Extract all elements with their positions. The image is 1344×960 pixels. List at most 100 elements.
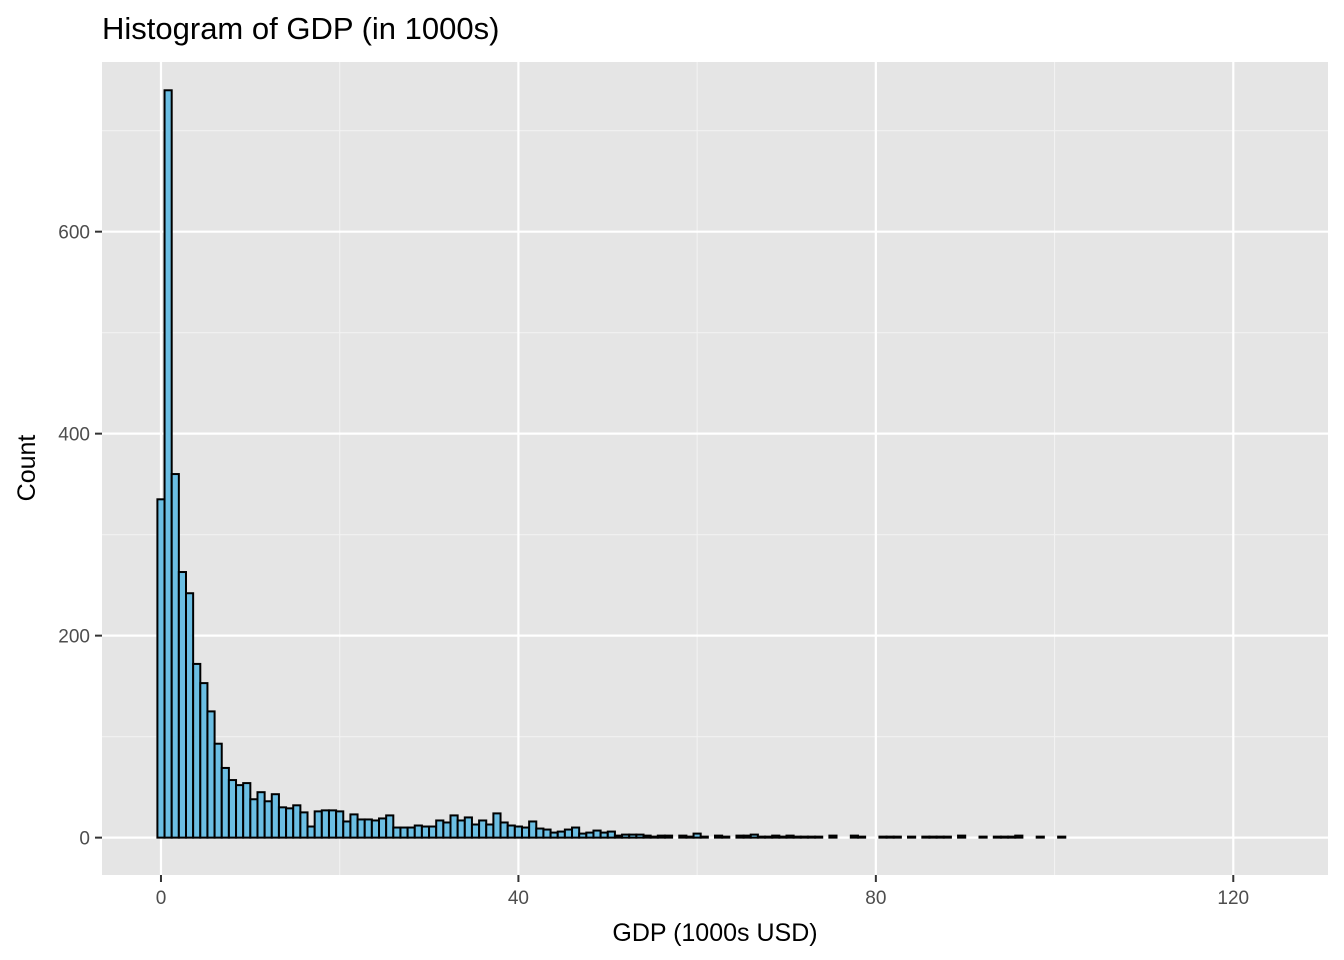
y-tick-label: 400 [58, 425, 90, 446]
histogram-bar [828, 834, 838, 839]
histogram-bar [613, 834, 624, 839]
histogram-bar [628, 833, 638, 839]
histogram-bar [256, 791, 266, 839]
histogram-bar [506, 824, 516, 839]
histogram-bar [435, 819, 445, 839]
x-tick-label: 40 [508, 888, 529, 909]
histogram-bar [528, 820, 538, 839]
histogram-bar [656, 834, 666, 839]
histogram-bar [556, 830, 566, 839]
histogram-bar [170, 473, 180, 839]
histogram-bar [199, 682, 209, 839]
x-axis-label: GDP (1000s USD) [612, 919, 817, 947]
histogram-bar [499, 821, 509, 839]
x-tick-label: 80 [865, 888, 886, 909]
histogram-bar [327, 809, 338, 839]
y-tick-label: 200 [58, 627, 90, 648]
histogram-bar [806, 835, 817, 839]
histogram-bar [799, 835, 809, 839]
histogram-bar [599, 831, 609, 839]
histogram-bar [585, 831, 595, 839]
histogram-bar [392, 826, 402, 839]
histogram-bar [992, 835, 1002, 839]
histogram-bar [478, 819, 488, 839]
histogram-bar [571, 826, 581, 839]
histogram-bar [213, 742, 223, 839]
histogram-bar [535, 827, 545, 839]
histogram-bar [635, 833, 645, 839]
histogram-bar [856, 835, 867, 839]
histogram-bar [370, 819, 381, 839]
histogram-bar [792, 835, 802, 839]
histogram-bar [578, 832, 588, 839]
histogram-bar [549, 831, 559, 839]
histogram-bar [999, 835, 1010, 839]
histogram-bar [520, 826, 531, 839]
histogram-bar [592, 829, 602, 839]
histogram-bar [663, 834, 674, 839]
axes: 0 40 80 120 0 200 400 600 [58, 223, 1249, 909]
histogram-bar [749, 833, 759, 839]
histogram-bar [563, 828, 574, 839]
histogram-bar [177, 571, 187, 839]
histogram-bar [742, 834, 752, 839]
histogram-bar [685, 835, 695, 839]
histogram-bar [885, 835, 895, 839]
histogram-bar [542, 828, 552, 839]
histogram-bar [907, 835, 917, 839]
histogram-bar [606, 830, 616, 839]
histogram-bar [1014, 834, 1024, 839]
histogram-bar [513, 825, 523, 839]
histogram-bar [1007, 835, 1017, 839]
histogram-bar [892, 835, 902, 839]
histogram-bar [235, 784, 245, 839]
histogram-bar [420, 825, 431, 839]
histogram-bar [442, 821, 452, 839]
histogram-bar [356, 818, 366, 839]
histogram-bar [463, 816, 473, 839]
histogram-bar [313, 810, 323, 839]
histogram-bar [406, 826, 416, 839]
y-tick-label: 600 [58, 223, 90, 244]
histogram-bar [156, 498, 166, 839]
histogram-bar [277, 806, 288, 839]
histogram-bar [878, 835, 888, 839]
histogram-bar [692, 832, 702, 839]
histogram-bar [921, 835, 931, 839]
histogram-bar [978, 835, 988, 839]
histogram-bar [849, 834, 859, 839]
histogram-bar [363, 818, 373, 839]
histogram-bar [756, 835, 767, 839]
histogram-bar [342, 820, 352, 839]
histogram-bar [263, 800, 273, 839]
histogram-bar [714, 834, 724, 839]
histogram-bar [428, 825, 438, 839]
histogram-bar [192, 662, 202, 839]
y-tick-label: 0 [79, 829, 90, 850]
histogram-bar [764, 835, 774, 839]
histogram-bar [699, 835, 709, 839]
histogram-bar [785, 834, 795, 839]
histogram-bar [270, 793, 280, 839]
histogram-bar [935, 835, 945, 839]
histogram-bar [299, 811, 309, 839]
histogram-bar [771, 834, 781, 839]
chart-title: Histogram of GDP (in 1000s) [102, 11, 499, 46]
histogram-bar [220, 766, 230, 839]
histogram-bar [399, 826, 409, 839]
histogram-bar [413, 824, 423, 839]
plot-panel [102, 62, 1328, 875]
histogram-bar [378, 817, 388, 839]
histogram-bar [621, 833, 631, 839]
histogram-bar [449, 814, 459, 839]
x-tick-label: 0 [156, 888, 167, 909]
histogram-bar [721, 835, 731, 839]
histogram-bar [335, 810, 345, 839]
y-axis-label: Count [13, 435, 41, 502]
histogram-bar [385, 814, 395, 839]
histogram-bar [678, 834, 688, 839]
histogram-bar [285, 807, 295, 839]
histogram-bar [470, 823, 481, 839]
histogram-bar [292, 804, 302, 839]
histogram-bar [349, 813, 359, 839]
